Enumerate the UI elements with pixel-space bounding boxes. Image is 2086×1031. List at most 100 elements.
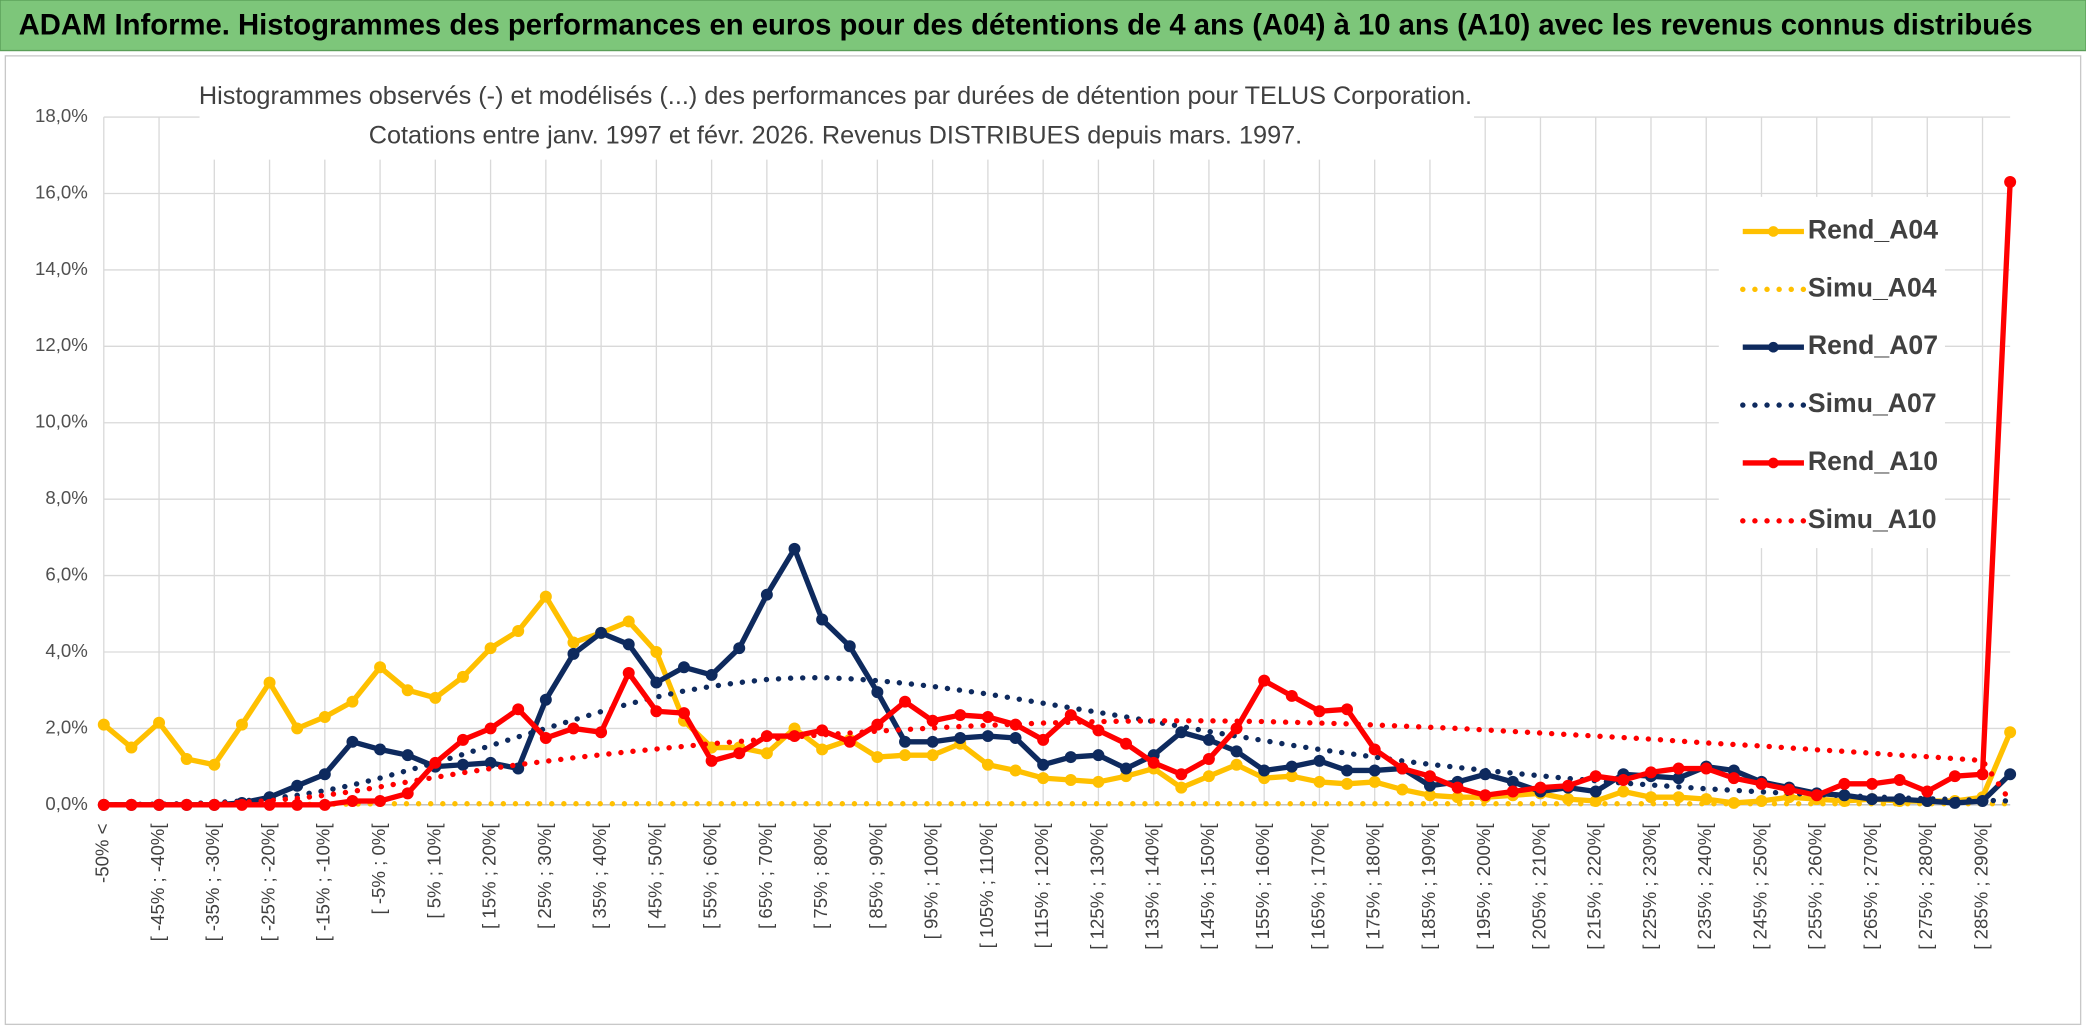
data-point	[484, 642, 497, 655]
data-point	[235, 718, 248, 731]
x-tick-label: [ 215% ; 220%[	[1584, 823, 1605, 950]
data-point	[456, 758, 469, 771]
data-point	[2004, 726, 2017, 739]
x-tick-label: [ 235% ; 240%[	[1694, 823, 1715, 950]
data-point	[401, 749, 414, 762]
data-point	[1341, 764, 1354, 777]
legend-marker	[1768, 457, 1779, 469]
y-tick-label: 8,0%	[45, 487, 87, 508]
data-point	[456, 670, 469, 683]
data-point	[318, 768, 331, 781]
data-point	[1479, 789, 1492, 802]
data-point	[871, 686, 884, 699]
legend-marker	[1768, 341, 1779, 353]
data-point	[318, 710, 331, 723]
data-point	[291, 798, 304, 811]
x-tick-label: [ 85% ; 90%[	[865, 823, 886, 929]
data-point	[374, 661, 387, 674]
data-point	[954, 709, 967, 722]
data-point	[539, 731, 552, 744]
series-line	[103, 546, 2012, 808]
data-point	[567, 722, 580, 735]
grid: 0,0% 2,0% 4,0% 6,0% 8,0% 10,0% 12,0% 14,0% 16,0%…	[35, 105, 2011, 950]
data-point	[1092, 775, 1105, 788]
y-tick-label: 0,0%	[45, 793, 87, 814]
data-point	[1783, 783, 1796, 796]
data-point	[512, 625, 525, 637]
data-point	[291, 779, 304, 792]
data-point	[816, 743, 829, 756]
data-point	[622, 638, 635, 651]
data-point	[1230, 745, 1243, 758]
data-point	[595, 626, 608, 639]
data-point	[1064, 774, 1077, 786]
subtitle-line: Histogrammes observés (-) et modélisés (…	[199, 82, 1472, 110]
subtitle-line: Cotations entre janv. 1997 et févr. 2026…	[369, 122, 1302, 150]
header-bar	[0, 0, 2086, 52]
x-tick-label: [ 265% ; 270%[	[1860, 823, 1881, 950]
data-point	[1230, 758, 1243, 771]
data-point	[125, 741, 138, 754]
data-point	[1589, 770, 1602, 783]
y-tick-label: 18,0%	[35, 105, 88, 126]
x-tick-label: [ 135% ; 140%[	[1142, 823, 1163, 950]
data-point	[650, 705, 663, 718]
data-point	[2004, 768, 2017, 781]
legend: Rend_A04 Simu_A04 Rend_A07 Simu_A07 Rend_A10…	[1740, 215, 1938, 534]
data-point	[1341, 703, 1354, 716]
legend-label: Rend_A04	[1808, 215, 1938, 245]
data-point	[843, 735, 856, 748]
data-point	[1064, 751, 1077, 764]
y-tick-label: 14,0%	[35, 258, 88, 279]
data-point	[816, 613, 829, 626]
data-point	[429, 691, 442, 704]
data-point	[456, 733, 469, 746]
x-tick-label: [ 105% ; 110%[	[976, 823, 997, 949]
data-point	[346, 795, 359, 808]
data-point	[595, 726, 608, 739]
plot-area	[97, 176, 2017, 811]
data-point	[429, 756, 442, 769]
data-point	[512, 703, 525, 716]
x-tick-label: [ 255% ; 260%[	[1805, 823, 1826, 950]
data-point	[1313, 705, 1326, 718]
data-point	[153, 716, 166, 729]
series-line	[102, 593, 2013, 806]
x-tick-label: [ 125% ; 130%[	[1086, 823, 1107, 950]
legend-label: Simu_A10	[1808, 504, 1937, 534]
legend-label: Simu_A07	[1808, 388, 1937, 418]
data-point	[1617, 774, 1630, 786]
y-tick-label: 2,0%	[45, 716, 87, 737]
x-tick-label: [ 155% ; 160%[	[1252, 823, 1273, 950]
data-point	[1838, 777, 1851, 790]
data-point	[374, 743, 387, 756]
x-tick-label: [ 5% ; 10%[	[423, 823, 444, 919]
data-point	[1037, 772, 1050, 785]
x-tick-label: [ 45% ; 50%[	[644, 823, 665, 929]
data-point	[705, 754, 718, 767]
data-point	[926, 735, 939, 748]
data-point	[1092, 724, 1105, 737]
data-point	[1313, 775, 1326, 788]
data-point	[1810, 789, 1823, 802]
data-point	[263, 676, 276, 689]
data-point	[1175, 726, 1188, 739]
data-point	[981, 758, 994, 771]
x-tick-label: [ 225% ; 230%[	[1639, 823, 1660, 950]
legend-box	[1718, 196, 1945, 549]
x-tick-label: [ 175% ; 180%[	[1363, 823, 1384, 950]
x-tick-label: [ 35% ; 40%[	[589, 823, 610, 929]
data-point	[567, 636, 580, 649]
data-point	[318, 798, 331, 811]
data-point	[1120, 737, 1133, 750]
data-point	[1921, 785, 1934, 798]
data-point	[1644, 766, 1657, 779]
data-point	[926, 749, 939, 762]
x-tick-label: -50% <	[92, 823, 113, 882]
y-tick-label: 10,0%	[35, 411, 88, 432]
x-tick-label: [ 205% ; 210%[	[1528, 823, 1549, 950]
data-point	[1258, 674, 1271, 687]
data-point	[1893, 774, 1906, 786]
data-point	[1976, 768, 1989, 781]
